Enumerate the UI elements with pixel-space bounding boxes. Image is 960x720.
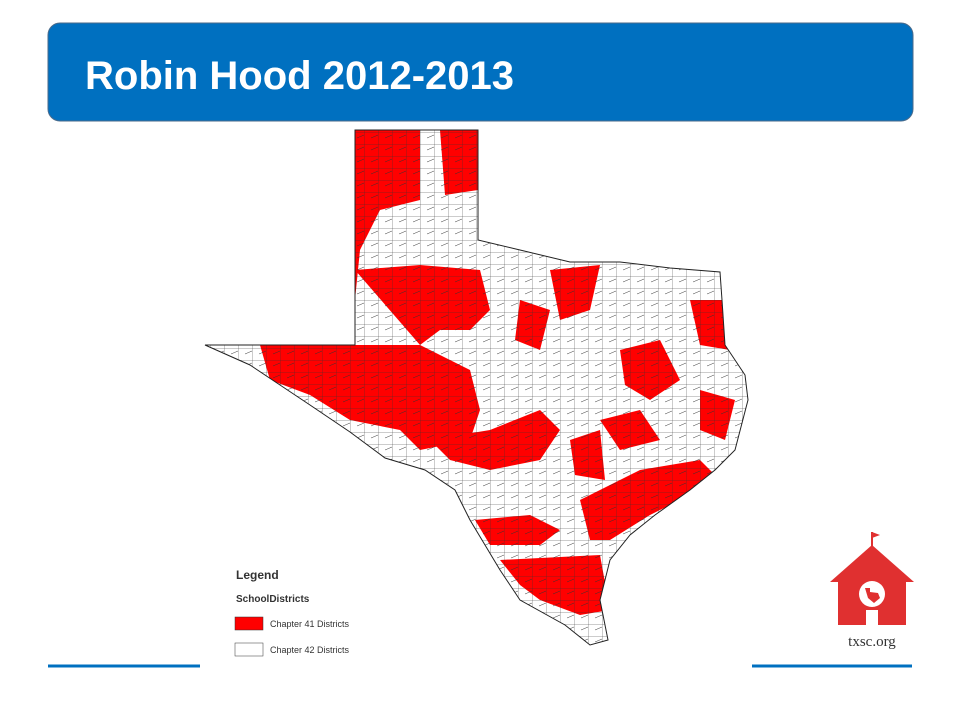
header-bar [47,22,914,122]
logo-text: txsc.org [848,634,896,650]
legend-swatch [234,642,264,657]
legend-label: Chapter 42 Districts [270,645,350,655]
legend-label: Chapter 41 Districts [270,619,350,629]
legend-title: Legend [236,568,279,582]
texas-map [205,130,748,645]
logo: txsc.org [830,532,914,650]
legend-layer: SchoolDistricts [236,594,310,605]
map-legend: Legend SchoolDistricts Chapter 41 Distri… [234,568,350,657]
texas-outline [204,129,749,646]
slide-title: Robin Hood 2012-2013 [85,54,514,98]
legend-swatch [234,616,264,631]
